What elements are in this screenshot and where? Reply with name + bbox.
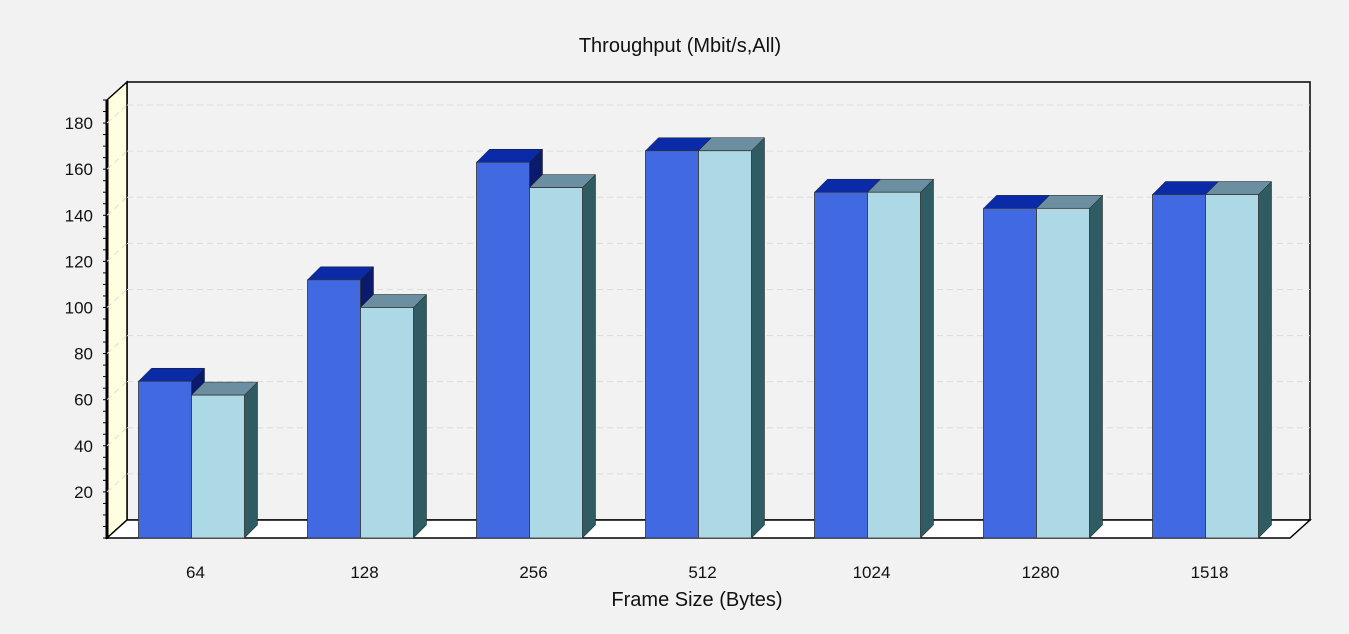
- bar-front: [476, 161, 530, 539]
- chart-title: Throughput (Mbit/s,All): [579, 35, 781, 57]
- bar-front: [698, 150, 752, 539]
- bar-front: [307, 279, 361, 539]
- bar-front: [645, 150, 699, 539]
- bar-128-series-2: [359, 293, 428, 539]
- bar-front: [1205, 194, 1259, 539]
- y-tick-label: 180: [65, 114, 93, 133]
- y-tick-label: 120: [65, 252, 93, 271]
- bar-front: [867, 191, 921, 539]
- bar-front: [983, 207, 1037, 539]
- x-tick-label: 512: [688, 563, 716, 582]
- bar-side: [244, 381, 258, 539]
- bar-64-series-2: [190, 381, 259, 539]
- bar-side: [920, 178, 934, 539]
- bar-front: [360, 307, 414, 539]
- gridline-diagonal: [106, 335, 128, 354]
- gridline-diagonal: [106, 289, 128, 308]
- bar-side: [1258, 180, 1272, 539]
- gridline-diagonal: [106, 104, 128, 124]
- x-tick-label: 1280: [1022, 563, 1060, 582]
- y-tick-label: 100: [65, 298, 93, 317]
- y-tick-label: 60: [74, 391, 93, 410]
- bar-side: [582, 173, 596, 539]
- y-tick-label: 160: [65, 160, 93, 179]
- bar-512-series-2: [697, 137, 766, 539]
- gridline-diagonal: [106, 196, 128, 216]
- bar-256-series-2: [528, 173, 597, 539]
- y-tick-label: 140: [65, 206, 93, 225]
- x-tick-label: 256: [519, 563, 547, 582]
- bar-front: [191, 394, 245, 539]
- y-tick-label: 40: [74, 437, 93, 456]
- bar-front: [814, 191, 868, 539]
- x-tick-label: 1518: [1191, 563, 1229, 582]
- gridline-diagonal: [106, 381, 128, 401]
- gridline-diagonal: [106, 473, 128, 493]
- bar-1280-series-2: [1035, 194, 1104, 539]
- bar-1518-series-2: [1204, 180, 1273, 539]
- y-tick-label: 20: [74, 483, 93, 502]
- bar-front: [1036, 207, 1090, 539]
- bar-side: [413, 293, 427, 539]
- left-wall: [106, 80, 128, 540]
- bar-side: [751, 137, 765, 539]
- gridline-diagonal: [106, 427, 128, 447]
- bar-front: [1152, 194, 1206, 539]
- gridline-diagonal: [106, 150, 128, 170]
- bar-front: [529, 187, 583, 539]
- x-tick-label: 64: [186, 563, 205, 582]
- y-tick-label: 80: [74, 345, 93, 364]
- bar-front: [138, 380, 192, 539]
- gridline-diagonal: [106, 242, 128, 262]
- plot-area: 20 40 60 80 100 120 140 160 180 64 128 256 512 1024 12…: [65, 80, 1312, 582]
- x-tick-label: 128: [350, 563, 378, 582]
- bar-1024-series-2: [866, 178, 935, 539]
- bar-side: [1089, 194, 1103, 539]
- x-tick-label: 1024: [853, 563, 891, 582]
- x-axis-title: Frame Size (Bytes): [611, 589, 782, 611]
